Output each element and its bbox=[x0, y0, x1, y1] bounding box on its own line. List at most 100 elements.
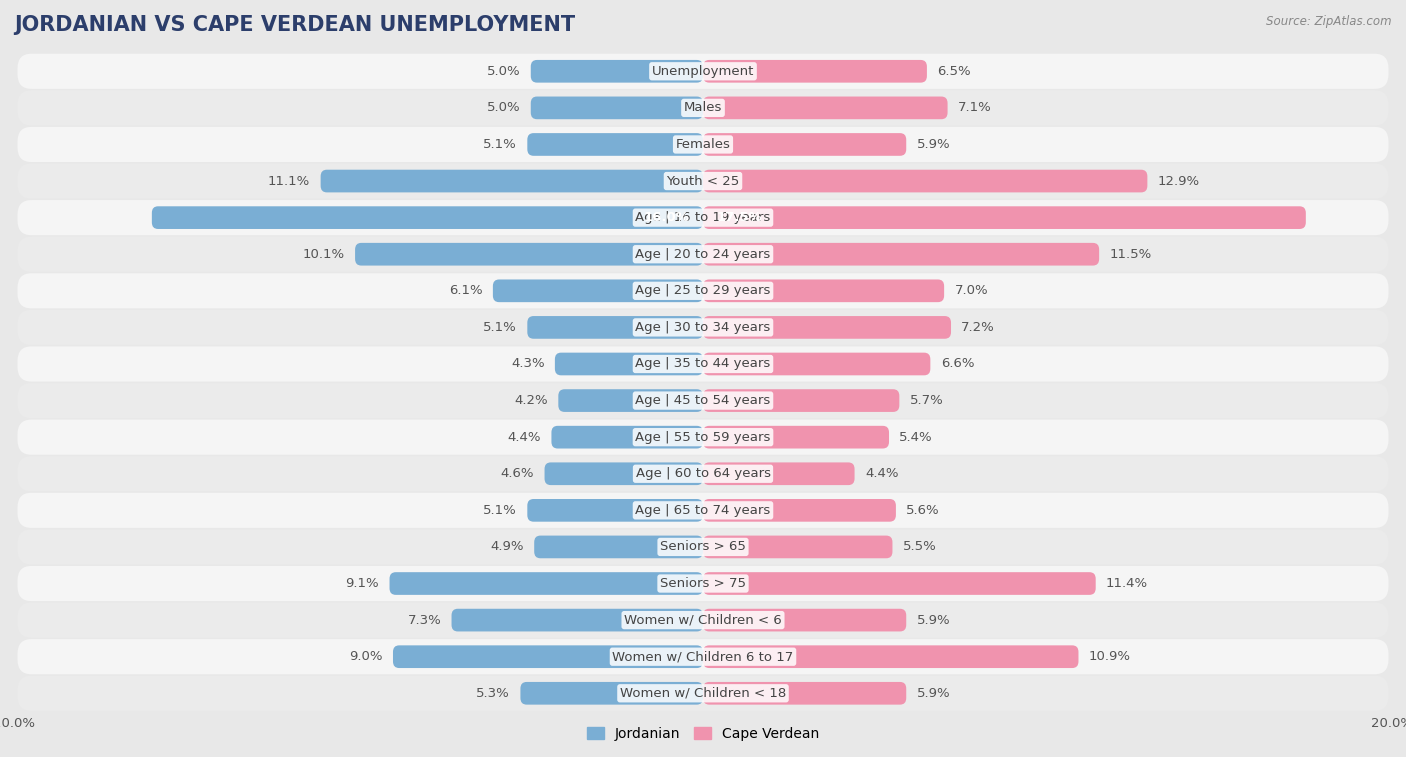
Text: Seniors > 75: Seniors > 75 bbox=[659, 577, 747, 590]
Text: 9.0%: 9.0% bbox=[349, 650, 382, 663]
Text: 5.9%: 5.9% bbox=[917, 614, 950, 627]
FancyBboxPatch shape bbox=[17, 456, 1389, 491]
Text: 4.4%: 4.4% bbox=[508, 431, 541, 444]
Text: Age | 25 to 29 years: Age | 25 to 29 years bbox=[636, 285, 770, 298]
FancyBboxPatch shape bbox=[17, 127, 1389, 162]
Text: Women w/ Children < 6: Women w/ Children < 6 bbox=[624, 614, 782, 627]
Text: 7.2%: 7.2% bbox=[962, 321, 995, 334]
FancyBboxPatch shape bbox=[703, 316, 950, 338]
Text: Age | 60 to 64 years: Age | 60 to 64 years bbox=[636, 467, 770, 480]
FancyBboxPatch shape bbox=[527, 133, 703, 156]
Text: Age | 65 to 74 years: Age | 65 to 74 years bbox=[636, 504, 770, 517]
FancyBboxPatch shape bbox=[531, 60, 703, 83]
Text: 7.3%: 7.3% bbox=[408, 614, 441, 627]
Text: Youth < 25: Youth < 25 bbox=[666, 175, 740, 188]
FancyBboxPatch shape bbox=[389, 572, 703, 595]
FancyBboxPatch shape bbox=[17, 639, 1389, 674]
Text: 6.6%: 6.6% bbox=[941, 357, 974, 370]
Text: 5.1%: 5.1% bbox=[484, 504, 517, 517]
Text: 11.4%: 11.4% bbox=[1107, 577, 1149, 590]
Text: 5.1%: 5.1% bbox=[484, 321, 517, 334]
FancyBboxPatch shape bbox=[703, 389, 900, 412]
Text: Age | 30 to 34 years: Age | 30 to 34 years bbox=[636, 321, 770, 334]
FancyBboxPatch shape bbox=[17, 90, 1389, 126]
FancyBboxPatch shape bbox=[703, 207, 1306, 229]
FancyBboxPatch shape bbox=[527, 499, 703, 522]
FancyBboxPatch shape bbox=[152, 207, 703, 229]
FancyBboxPatch shape bbox=[703, 279, 945, 302]
Text: 11.1%: 11.1% bbox=[269, 175, 311, 188]
Text: Age | 35 to 44 years: Age | 35 to 44 years bbox=[636, 357, 770, 370]
FancyBboxPatch shape bbox=[703, 170, 1147, 192]
Text: 4.2%: 4.2% bbox=[515, 394, 548, 407]
FancyBboxPatch shape bbox=[17, 310, 1389, 345]
FancyBboxPatch shape bbox=[703, 60, 927, 83]
FancyBboxPatch shape bbox=[527, 316, 703, 338]
FancyBboxPatch shape bbox=[555, 353, 703, 375]
FancyBboxPatch shape bbox=[17, 347, 1389, 382]
FancyBboxPatch shape bbox=[703, 353, 931, 375]
FancyBboxPatch shape bbox=[703, 609, 907, 631]
Text: Women w/ Children < 18: Women w/ Children < 18 bbox=[620, 687, 786, 699]
Text: 10.9%: 10.9% bbox=[1088, 650, 1130, 663]
Text: 7.0%: 7.0% bbox=[955, 285, 988, 298]
Text: 11.5%: 11.5% bbox=[1109, 248, 1152, 260]
Text: 5.0%: 5.0% bbox=[486, 65, 520, 78]
Text: 5.4%: 5.4% bbox=[900, 431, 934, 444]
FancyBboxPatch shape bbox=[703, 536, 893, 558]
FancyBboxPatch shape bbox=[17, 566, 1389, 601]
FancyBboxPatch shape bbox=[544, 463, 703, 485]
Text: Age | 45 to 54 years: Age | 45 to 54 years bbox=[636, 394, 770, 407]
Text: 5.5%: 5.5% bbox=[903, 540, 936, 553]
FancyBboxPatch shape bbox=[17, 603, 1389, 637]
FancyBboxPatch shape bbox=[520, 682, 703, 705]
FancyBboxPatch shape bbox=[703, 243, 1099, 266]
Text: Females: Females bbox=[675, 138, 731, 151]
FancyBboxPatch shape bbox=[17, 529, 1389, 565]
Text: 5.9%: 5.9% bbox=[917, 687, 950, 699]
Text: Women w/ Children 6 to 17: Women w/ Children 6 to 17 bbox=[613, 650, 793, 663]
Text: 4.9%: 4.9% bbox=[491, 540, 524, 553]
Text: Source: ZipAtlas.com: Source: ZipAtlas.com bbox=[1267, 15, 1392, 28]
FancyBboxPatch shape bbox=[17, 200, 1389, 235]
FancyBboxPatch shape bbox=[703, 133, 907, 156]
FancyBboxPatch shape bbox=[494, 279, 703, 302]
FancyBboxPatch shape bbox=[392, 646, 703, 668]
FancyBboxPatch shape bbox=[17, 54, 1389, 89]
Text: 7.1%: 7.1% bbox=[957, 101, 991, 114]
FancyBboxPatch shape bbox=[703, 646, 1078, 668]
Text: 5.3%: 5.3% bbox=[477, 687, 510, 699]
FancyBboxPatch shape bbox=[17, 273, 1389, 308]
Text: 6.5%: 6.5% bbox=[938, 65, 972, 78]
Text: Age | 55 to 59 years: Age | 55 to 59 years bbox=[636, 431, 770, 444]
FancyBboxPatch shape bbox=[17, 419, 1389, 455]
Text: 9.1%: 9.1% bbox=[346, 577, 380, 590]
FancyBboxPatch shape bbox=[703, 463, 855, 485]
Text: 5.0%: 5.0% bbox=[486, 101, 520, 114]
FancyBboxPatch shape bbox=[17, 493, 1389, 528]
Text: 17.5%: 17.5% bbox=[717, 211, 762, 224]
FancyBboxPatch shape bbox=[451, 609, 703, 631]
Text: 5.7%: 5.7% bbox=[910, 394, 943, 407]
FancyBboxPatch shape bbox=[321, 170, 703, 192]
FancyBboxPatch shape bbox=[17, 676, 1389, 711]
FancyBboxPatch shape bbox=[531, 97, 703, 119]
Text: 16.0%: 16.0% bbox=[644, 211, 689, 224]
FancyBboxPatch shape bbox=[356, 243, 703, 266]
Text: 5.9%: 5.9% bbox=[917, 138, 950, 151]
FancyBboxPatch shape bbox=[551, 426, 703, 448]
Text: 5.1%: 5.1% bbox=[484, 138, 517, 151]
Text: Seniors > 65: Seniors > 65 bbox=[659, 540, 747, 553]
FancyBboxPatch shape bbox=[558, 389, 703, 412]
Text: 4.6%: 4.6% bbox=[501, 467, 534, 480]
FancyBboxPatch shape bbox=[17, 383, 1389, 418]
Text: 12.9%: 12.9% bbox=[1157, 175, 1199, 188]
Text: 5.6%: 5.6% bbox=[907, 504, 939, 517]
FancyBboxPatch shape bbox=[17, 237, 1389, 272]
Text: Age | 16 to 19 years: Age | 16 to 19 years bbox=[636, 211, 770, 224]
FancyBboxPatch shape bbox=[703, 97, 948, 119]
Text: 4.4%: 4.4% bbox=[865, 467, 898, 480]
Text: Unemployment: Unemployment bbox=[652, 65, 754, 78]
Text: 4.3%: 4.3% bbox=[510, 357, 544, 370]
Text: Age | 20 to 24 years: Age | 20 to 24 years bbox=[636, 248, 770, 260]
